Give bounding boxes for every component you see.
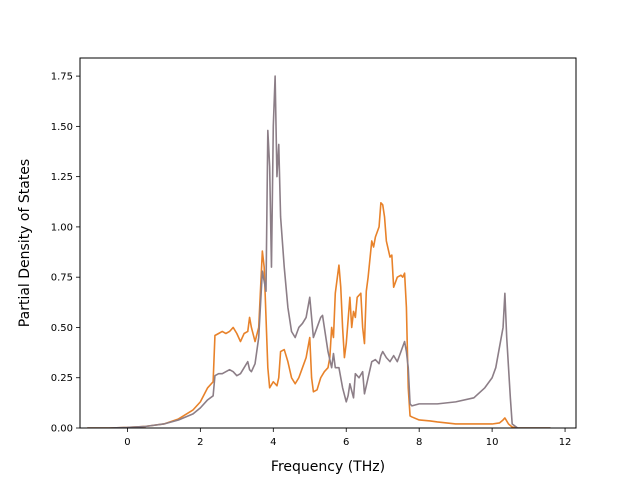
x-tick-label: 2 xyxy=(197,437,203,448)
y-tick-label: 1.50 xyxy=(51,122,73,133)
x-tick-label: 6 xyxy=(343,437,349,448)
pdos-series-2 xyxy=(87,75,551,428)
y-axis-label: Partial Density of States xyxy=(17,159,33,327)
y-tick-label: 1.25 xyxy=(51,172,73,183)
y-tick-label: 1.00 xyxy=(51,222,73,233)
x-axis-ticks: 0 2 4 6 8 10 12 xyxy=(124,428,571,448)
y-tick-label: 0.00 xyxy=(51,424,73,435)
x-tick-label: 12 xyxy=(559,437,572,448)
y-axis-ticks: 0.00 0.25 0.50 0.75 1.00 1.25 1.50 1.75 xyxy=(51,72,80,435)
pdos-series-1 xyxy=(87,201,551,428)
y-tick-label: 1.75 xyxy=(51,72,73,83)
x-axis-label: Frequency (THz) xyxy=(271,459,385,475)
plot-frame xyxy=(79,57,577,429)
x-tick-label: 0 xyxy=(124,437,130,448)
series-layer xyxy=(87,75,551,428)
x-tick-label: 4 xyxy=(270,437,276,448)
x-tick-label: 10 xyxy=(486,437,499,448)
y-tick-label: 0.75 xyxy=(51,273,73,284)
y-tick-label: 0.50 xyxy=(51,323,73,334)
x-tick-label: 8 xyxy=(416,437,422,448)
y-tick-label: 0.25 xyxy=(51,373,73,384)
